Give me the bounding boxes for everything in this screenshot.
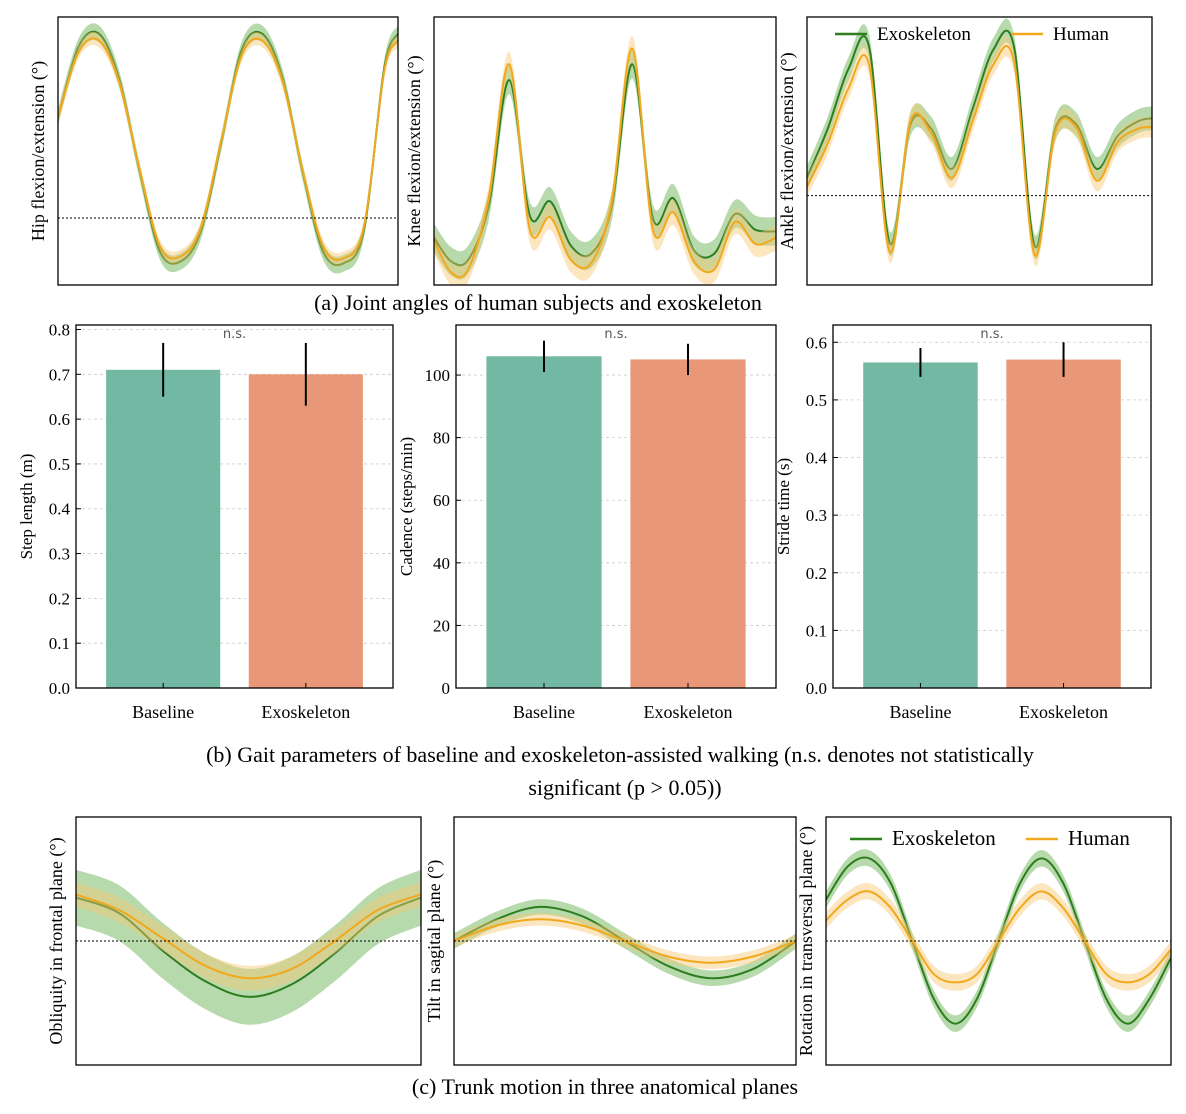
rotation-ylabel: Rotation in transversal plane (°) [796,826,817,1056]
caption-a: (a) Joint angles of human subjects and e… [314,290,762,315]
step_length-ytick-label: 0.4 [49,500,71,519]
tilt-axes-frame [453,816,797,1066]
stride_time-ytick-label: 0.2 [806,564,827,583]
ankle-ylabel: Ankle flexion/extension (°) [777,52,798,249]
stride_time-ytick-label: 0.1 [806,621,827,640]
stride_time-ns-annotation: n.s. [980,327,1003,342]
step_length-ytick-label: 0.8 [49,320,70,339]
panel-tilt: Tilt in sagital plane (°) [424,816,797,1066]
stride_time-ytick-label: 0.0 [806,679,827,698]
stride_time-ytick-label: 0.4 [806,449,828,468]
step_length-ytick-label: 0.3 [49,545,70,564]
legend: Exoskeleton Human [850,826,1130,850]
legend-exo-label: Exoskeleton [892,826,996,850]
panel-knee: Knee flexion/extension (°) [404,16,777,286]
stride_time-bar-exoskeleton [1006,359,1121,688]
knee-human-band [434,35,776,285]
obliquity-ylabel: Obliquity in frontal plane (°) [46,837,67,1044]
cadence-ylabel: Cadence (steps/min) [397,437,416,576]
stride_time-xtick-baseline: Baseline [889,702,951,722]
hip-ylabel: Hip flexion/extension (°) [28,61,49,241]
step_length-ytick-label: 0.7 [49,365,71,384]
cadence-ytick-label: 80 [433,429,450,448]
stride_time-axes-frame [832,324,1152,689]
hip-human-line [58,37,398,261]
step_length-axes-frame [75,324,394,689]
stride_time-bar-baseline [863,362,978,688]
cadence-ytick-label: 100 [425,366,451,385]
cadence-ns-annotation: n.s. [604,327,627,342]
panel-ankle: Ankle flexion/extension (°) [777,16,1153,286]
stride_time-ytick-label: 0.3 [806,506,827,525]
cadence-axes-frame [455,324,777,689]
panel-cadence: Baseline Exoskeleton 0 20 40 60 80 100 n.s. Caden… [397,324,777,722]
cadence-ytick-label: 40 [433,554,450,573]
rotation-axes-frame [825,816,1172,1066]
ankle-axes-frame [806,16,1153,286]
step_length-ytick-label: 0.2 [49,589,70,608]
step_length-ytick-label: 0.0 [49,679,70,698]
cadence-bar-exoskeleton [630,359,746,688]
step_length-xtick-baseline: Baseline [132,702,194,722]
hip-axes-frame [57,16,399,286]
obliquity-human-band [76,882,421,991]
obliquity-axes-frame [75,816,422,1066]
cadence-xtick-exoskeleton: Exoskeleton [644,702,733,722]
knee-axes-frame [433,16,777,286]
step_length-ytick-label: 0.1 [49,634,70,653]
tilt-exo-band [454,899,796,986]
rotation-human-band [826,882,1171,991]
legend-exo-label: Exoskeleton [877,24,971,45]
obliquity-exo-band [76,869,421,1025]
cadence-xtick-baseline: Baseline [513,702,575,722]
step_length-bar-baseline [106,369,221,688]
hip-exo-line [58,30,398,267]
step_length-ytick-label: 0.6 [49,410,70,429]
caption-b-line2: significant (p > 0.05)) [528,775,721,800]
tilt-ylabel: Tilt in sagital plane (°) [424,860,445,1023]
ankle-exo-line [807,29,1152,249]
stride_time-ytick-label: 0.6 [806,333,827,352]
ankle-human-line [807,45,1152,257]
step_length-xtick-exoskeleton: Exoskeleton [261,702,350,722]
ankle-human-band [807,35,1152,267]
step_length-ytick-label: 0.5 [49,455,70,474]
stride_time-xtick-exoskeleton: Exoskeleton [1019,702,1108,722]
hip-human-band [58,31,398,267]
panel-obliquity: Obliquity in frontal plane (°) [46,816,422,1066]
panel-rotation: Rotation in transversal plane (°) [796,816,1172,1066]
cadence-bar-baseline [486,356,602,688]
panel-step_length: Baseline Exoskeleton 0.0 0.1 0.2 0.3 0.4 0.5 0.6… [17,320,394,722]
caption-c: (c) Trunk motion in three anatomical pla… [412,1074,798,1099]
obliquity-exo-line [76,896,421,998]
tilt-human-line [454,918,796,964]
stride_time-ylabel: Stride time (s) [774,458,793,555]
legend-human-label: Human [1053,24,1109,45]
legend-human-label: Human [1068,826,1130,850]
step_length-bar-exoskeleton [248,374,363,688]
panel-stride_time: Baseline Exoskeleton 0.0 0.1 0.2 0.3 0.4 0.5 0.6… [774,324,1152,722]
cadence-ytick-label: 0 [442,679,451,698]
cadence-ytick-label: 20 [433,616,450,635]
caption-b-line1: (b) Gait parameters of baseline and exos… [206,742,1034,767]
panel-hip: Hip flexion/extension (°) [28,16,399,286]
step_length-ns-annotation: n.s. [223,327,246,342]
cadence-ytick-label: 60 [433,491,450,510]
legend: Exoskeleton Human [835,24,1109,45]
stride_time-ytick-label: 0.5 [806,391,827,410]
knee-human-line [434,47,776,279]
obliquity-human-line [76,893,421,980]
step_length-ylabel: Step length (m) [17,454,36,560]
knee-ylabel: Knee flexion/extension (°) [404,55,425,246]
